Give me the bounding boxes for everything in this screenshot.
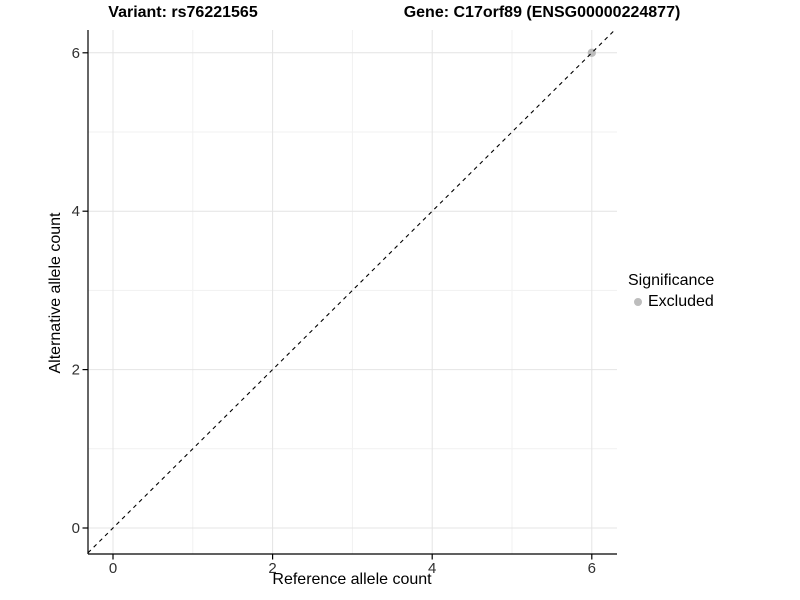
y-tick-label: 0	[72, 520, 80, 537]
legend-entry: Excluded	[628, 292, 714, 312]
legend-title: Significance	[628, 272, 715, 289]
x-tick-label: 2	[268, 560, 276, 577]
excluded-point-icon	[634, 298, 642, 306]
y-tick-label: 2	[72, 362, 80, 379]
legend-entry-label: Excluded	[648, 293, 714, 310]
x-tick-label: 6	[588, 560, 596, 577]
gene-title: Gene: C17orf89 (ENSG00000224877)	[403, 4, 681, 21]
y-tick-label: 6	[72, 45, 80, 62]
variant-title: Variant: rs76221565	[108, 4, 258, 21]
legend: Significance Excluded	[628, 271, 714, 312]
y-axis-title: Alternative allele count	[47, 212, 64, 374]
x-tick-label: 0	[109, 560, 117, 577]
x-tick-label: 4	[428, 560, 436, 577]
y-tick-label: 4	[72, 203, 80, 220]
x-axis-title: Reference allele count	[272, 571, 432, 588]
identity-line	[87, 29, 616, 554]
